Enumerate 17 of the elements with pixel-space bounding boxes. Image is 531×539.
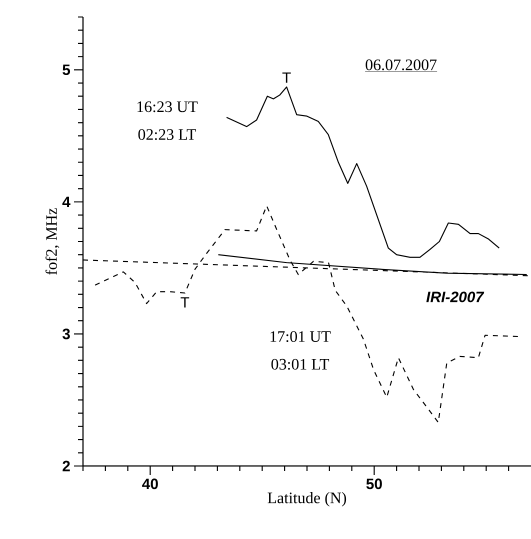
annotation: 02:23 LT xyxy=(138,129,196,140)
x-tick-label: 40 xyxy=(142,478,158,490)
annotation: T xyxy=(180,297,190,308)
y-tick-label: 5 xyxy=(62,64,70,76)
x-tick-label: 50 xyxy=(366,478,382,490)
y-tick-label: 3 xyxy=(62,328,70,340)
annotation: IRI-2007 xyxy=(426,292,484,302)
annotation: 03:01 LT xyxy=(271,358,330,370)
annotation: 06.07.2007 xyxy=(366,59,437,70)
x-axis-title: Latitude (N) xyxy=(268,492,346,507)
y-tick-label: 4 xyxy=(62,196,70,208)
y-tick-label: 2 xyxy=(62,460,70,472)
annotation: T xyxy=(282,72,291,83)
annotation: 16:23 UT xyxy=(138,101,198,112)
y-axis-title: fof2, MHz xyxy=(46,208,60,275)
annotation: 17:01 UT xyxy=(270,331,331,342)
line-series xyxy=(226,86,500,258)
